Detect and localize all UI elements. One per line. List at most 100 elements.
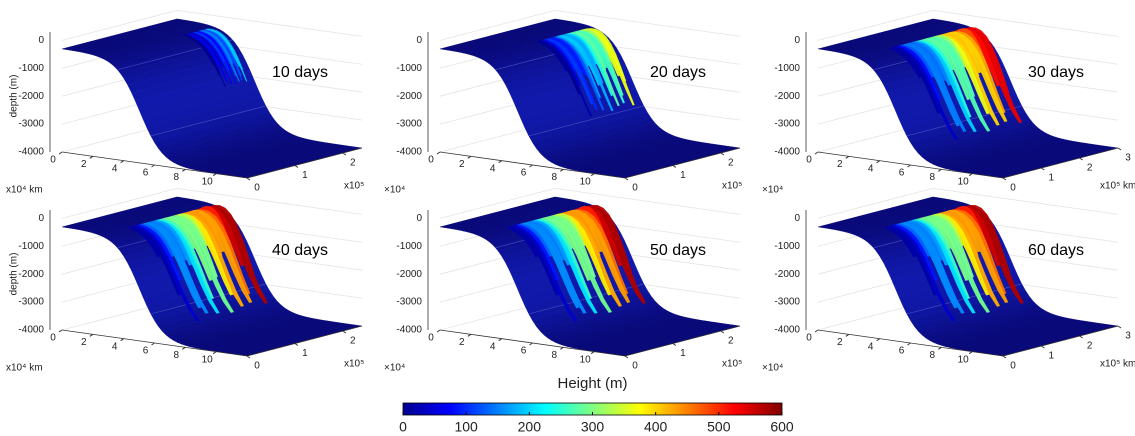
y-tick-label: 2 [350, 158, 356, 169]
y-tick-label: 0 [632, 361, 638, 372]
y-tick-label: 1 [302, 348, 308, 359]
x-tick-label: 4 [868, 341, 874, 352]
x-tick [151, 164, 155, 168]
x-tick [120, 338, 124, 342]
x-tick [436, 151, 441, 155]
x-tick-label: 6 [143, 346, 149, 357]
z-tick-label: -4000 [396, 147, 422, 158]
y-tick [1041, 167, 1045, 171]
x-tick [498, 160, 502, 164]
y-tick [720, 330, 725, 334]
x-tick-label: 8 [552, 172, 558, 183]
wave-height [505, 226, 539, 258]
z-tick-label: -1000 [396, 63, 422, 74]
wave-height [537, 40, 581, 95]
x-tick-label: 4 [112, 163, 118, 174]
wave-height [954, 206, 1001, 267]
y-tick [1117, 325, 1122, 329]
y-tick [624, 177, 629, 181]
wave-height [903, 43, 960, 127]
wave-height [158, 218, 215, 300]
surface-panel: 0 -1000 -2000 -3000 -4000 0 2 4 6 8 10 0 1 2 50 days ×1… [384, 187, 742, 374]
y-tick [246, 177, 251, 181]
x-tick-label: 2 [459, 337, 465, 348]
wave-height [580, 29, 620, 77]
z-tick-label: -3000 [774, 297, 800, 308]
x-tick-label: 8 [552, 350, 558, 361]
wave-height [945, 210, 1009, 304]
x-tick [814, 329, 819, 333]
surface-panel: 0 -1000 -2000 -3000 -4000 0 2 4 6 8 10 0 1 2 40 days de… [6, 187, 364, 374]
x-tick [212, 173, 217, 177]
z-tick-label: -3000 [774, 119, 800, 130]
wave-height [198, 206, 245, 267]
x-tick-label: 0 [806, 155, 812, 166]
x-tick [814, 151, 819, 155]
y-tick-label: 0 [254, 361, 260, 372]
z-tick-label: -4000 [774, 147, 800, 158]
wave-height [133, 225, 200, 322]
wave-height [908, 220, 949, 266]
wave-height [204, 29, 236, 60]
z-tick-label: -4000 [18, 147, 44, 158]
wave-height [935, 35, 990, 115]
wave-height [205, 28, 240, 67]
y-tick [1002, 355, 1007, 359]
x-axis-label: x10⁴ km [6, 185, 43, 196]
x-tick [212, 351, 217, 355]
wave-height [899, 222, 958, 309]
wave-height [889, 225, 956, 322]
ridge [528, 105, 644, 137]
y-tick-label: 1 [680, 348, 686, 359]
wave-height [518, 223, 553, 257]
wave-height [545, 38, 594, 105]
y-tick-label: 0 [1010, 361, 1016, 372]
wave-height [140, 223, 175, 257]
y-tick [672, 343, 677, 346]
wave-height [177, 213, 234, 296]
x-tick [529, 342, 533, 346]
x-axis-label: ×10⁴ [762, 363, 783, 374]
wave-height [568, 32, 620, 107]
wave-height [521, 222, 580, 309]
y-axis-label: x10⁵ km [1100, 181, 1135, 192]
surface-panel: 0 -1000 -2000 -3000 -4000 0 2 4 6 8 10 0 1 2 20 days ×1… [384, 9, 742, 196]
x-tick [120, 160, 124, 164]
x-tick-label: 0 [50, 333, 56, 344]
x-tick-label: 8 [930, 172, 936, 183]
z-tick-label: -1000 [774, 241, 800, 252]
y-axis-label: x10⁵ [722, 181, 742, 192]
y-tick [342, 330, 347, 334]
wave-height [582, 28, 635, 106]
z-tick-label: -3000 [18, 297, 44, 308]
wave-height [888, 47, 922, 79]
colorbar-tick-label: 300 [581, 419, 605, 435]
z-tick-label: -1000 [396, 241, 422, 252]
surface-panel: 0 -1000 -2000 -3000 -4000 0 2 4 6 8 10 0 1 2 3 30 days ×… [762, 9, 1135, 196]
y-tick-label: 1 [1049, 173, 1055, 184]
wave-height [902, 221, 965, 314]
wave-height [958, 207, 1024, 304]
x-tick [436, 329, 441, 333]
surface-panel: 0 -1000 -2000 -3000 -4000 0 2 4 6 8 10 0 1 2 3 60 days ×… [762, 187, 1135, 374]
x-tick [89, 155, 94, 159]
wave-height [958, 29, 1023, 124]
y-tick-label: 0 [1010, 183, 1016, 194]
wave-height [886, 225, 937, 296]
z-tick-label: -3000 [396, 119, 422, 130]
x-tick [151, 342, 155, 346]
wave-height [130, 225, 181, 296]
y-axis-label: x10⁵ [344, 181, 364, 192]
wave-height [883, 226, 917, 258]
x-tick-label: 10 [580, 176, 592, 187]
z-tick-label: 0 [38, 35, 44, 46]
z-tick-label: 0 [38, 213, 44, 224]
day-label: 50 days [650, 242, 706, 259]
colorbar-tick-label: 500 [707, 419, 731, 435]
x-tick-label: 4 [868, 163, 874, 174]
z-tick-label: -2000 [18, 91, 44, 102]
wave-height [524, 221, 587, 314]
z-tick-label: 0 [794, 213, 800, 224]
wave-height [561, 34, 614, 112]
